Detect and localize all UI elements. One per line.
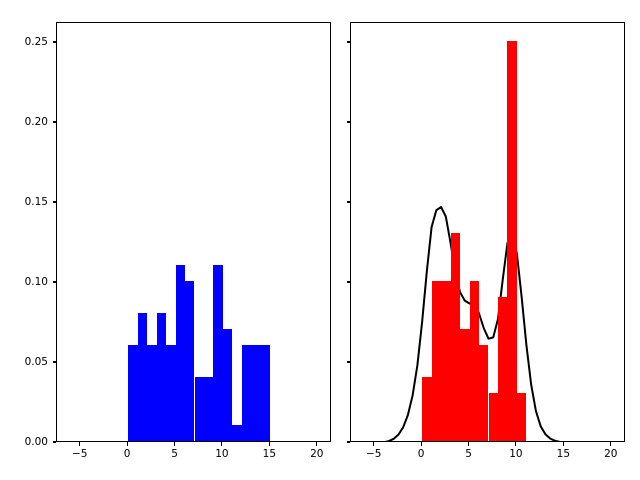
x-tick-label: 20 <box>604 448 618 460</box>
y-tick-mark <box>346 281 350 283</box>
histogram-bar <box>175 265 185 441</box>
histogram-bar <box>137 313 148 441</box>
x-tick-mark <box>316 442 318 446</box>
histogram-bar <box>516 393 527 441</box>
x-tick-mark <box>420 442 422 446</box>
y-tick-label: 0.25 <box>24 35 48 48</box>
x-tick-label: −5 <box>71 448 88 460</box>
histogram-bar <box>251 345 261 441</box>
y-tick-label: 0.20 <box>24 115 48 128</box>
x-tick-label: −5 <box>365 448 382 460</box>
y-tick-mark <box>346 41 350 43</box>
y-tick-mark <box>52 41 56 43</box>
y-tick-mark <box>52 361 56 363</box>
x-tick-mark <box>221 442 223 446</box>
histogram-bar <box>460 329 470 441</box>
x-tick-label: 5 <box>171 448 178 460</box>
left-histogram-axes <box>56 22 331 442</box>
histogram-bar <box>479 345 489 441</box>
x-tick-mark <box>79 442 81 446</box>
y-tick-label: 0.00 <box>24 435 48 448</box>
y-tick-mark <box>52 441 56 443</box>
y-tick-mark <box>346 361 350 363</box>
x-tick-label: 15 <box>262 448 277 460</box>
histogram-bar <box>450 233 461 441</box>
x-tick-mark <box>467 442 470 446</box>
histogram-bar <box>194 377 204 441</box>
y-tick-mark <box>52 281 56 283</box>
x-tick-label: 0 <box>123 448 131 460</box>
histogram-bar <box>213 265 223 441</box>
histogram-bar <box>422 377 432 441</box>
histogram-bar <box>497 297 508 441</box>
y-tick-label: 0.10 <box>24 275 48 288</box>
histogram-bar <box>203 377 214 441</box>
x-tick-label: 5 <box>465 448 472 460</box>
histogram-bar <box>488 393 498 441</box>
x-tick-mark <box>126 442 128 446</box>
histogram-bar <box>260 345 271 441</box>
histogram-bar <box>128 345 138 441</box>
y-tick-mark <box>52 201 56 203</box>
x-tick-label: 20 <box>310 448 324 460</box>
histogram-bar <box>469 281 479 441</box>
y-tick-mark <box>52 121 56 123</box>
x-tick-mark <box>173 442 176 446</box>
histogram-bar <box>507 41 517 441</box>
x-tick-mark <box>268 442 270 446</box>
left-plot-area <box>57 23 330 441</box>
histogram-bar <box>232 425 242 441</box>
histogram-bar <box>185 281 195 441</box>
histogram-bar <box>156 313 167 441</box>
histogram-bar <box>147 345 157 441</box>
x-tick-mark <box>515 442 517 446</box>
x-tick-label: 10 <box>215 448 229 460</box>
x-tick-label: 15 <box>556 448 571 460</box>
x-tick-label: 0 <box>417 448 425 460</box>
histogram-bar <box>431 281 442 441</box>
y-tick-mark <box>346 201 350 203</box>
histogram-bar <box>222 329 233 441</box>
y-tick-mark <box>346 441 350 443</box>
x-tick-label: 10 <box>509 448 523 460</box>
x-tick-mark <box>562 442 564 446</box>
x-tick-mark <box>373 442 375 446</box>
y-tick-label: 0.15 <box>24 195 48 208</box>
y-tick-label: 0.05 <box>24 355 48 368</box>
histogram-bar <box>241 345 252 441</box>
right-histogram-axes <box>350 22 625 442</box>
histogram-bar <box>166 345 176 441</box>
y-tick-mark <box>346 121 350 123</box>
histogram-bar <box>441 281 451 441</box>
x-tick-mark <box>610 442 612 446</box>
right-plot-area <box>351 23 624 441</box>
